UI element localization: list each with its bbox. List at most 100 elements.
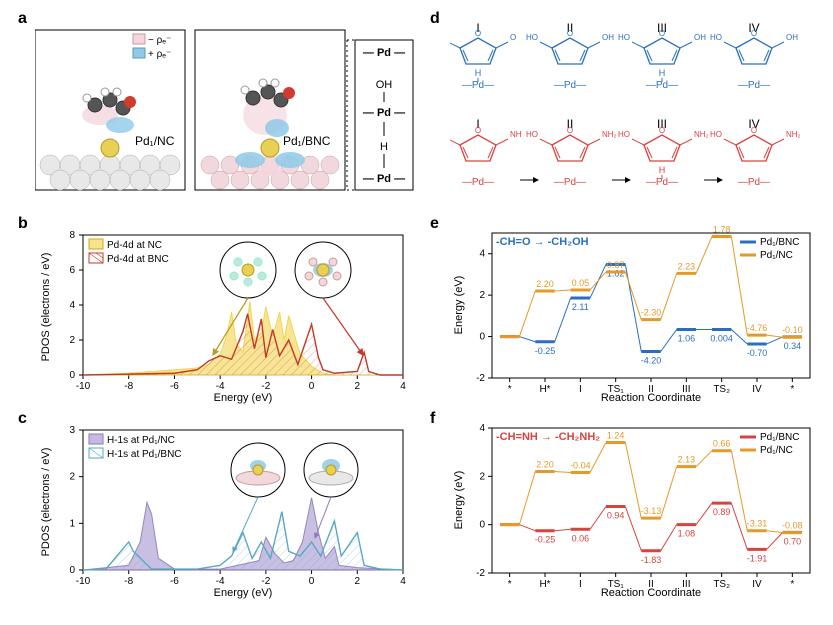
svg-text:2.23: 2.23 — [678, 261, 696, 271]
legend-neg-label: − ρₑ⁻ — [148, 35, 171, 46]
legend-e-0: Pd₁/BNC — [760, 237, 800, 248]
svg-text:O: O — [659, 29, 665, 38]
svg-text:—Pd—: —Pd— — [738, 80, 770, 91]
svg-text:2.20: 2.20 — [536, 460, 554, 470]
panel-a-svg: Pd₁/NC — [35, 20, 415, 205]
svg-text:-0.25: -0.25 — [535, 346, 556, 356]
svg-text:—Pd—: —Pd— — [554, 177, 586, 188]
panel-b-series — [83, 302, 403, 376]
panel-b-xlabel: Energy (eV) — [214, 392, 273, 404]
svg-text:I: I — [579, 579, 582, 590]
panel-f-plot: -2024 *H*ITS₁IIIIITS₂IV* -0.250.060.94-1… — [476, 423, 810, 590]
svg-text:*: * — [508, 579, 512, 590]
panel-c-legend: H-1s at Pd₁/NC H-1s at Pd₁/BNC — [89, 434, 182, 460]
svg-text:OH: OH — [602, 33, 614, 42]
svg-text:0: 0 — [479, 332, 485, 343]
svg-text:-2: -2 — [476, 568, 485, 579]
svg-text:-0.04: -0.04 — [570, 460, 591, 470]
svg-text:NH₂: NH₂ — [602, 130, 617, 139]
svg-text:1.62: 1.62 — [607, 268, 625, 278]
svg-text:2: 2 — [69, 472, 75, 483]
svg-text:I: I — [579, 384, 582, 395]
svg-text:2: 2 — [355, 381, 361, 392]
svg-text:O: O — [475, 126, 481, 135]
svg-text:HO: HO — [526, 33, 538, 42]
svg-text:TS₂: TS₂ — [713, 579, 730, 590]
legend-e-1: Pd₁/NC — [760, 250, 793, 261]
svg-text:OH: OH — [786, 33, 798, 42]
svg-text:-2: -2 — [261, 576, 270, 587]
svg-text:-6: -6 — [170, 381, 179, 392]
svg-text:OH: OH — [376, 79, 393, 91]
svg-text:—Pd—: —Pd— — [738, 177, 770, 188]
panel-b-label: b — [18, 215, 28, 233]
panel-c-insets — [231, 443, 358, 552]
svg-text:O: O — [751, 126, 757, 135]
svg-text:0: 0 — [69, 370, 75, 381]
panel-c-label: c — [18, 410, 27, 428]
panel-c-plot: -10-8-6-4-2024 0123 H-1s at Pd₁/NC H-1s … — [69, 425, 406, 587]
panel-f-legend: Pd₁/BNC Pd₁/NC — [740, 432, 800, 456]
svg-text:0.66: 0.66 — [713, 439, 731, 449]
panel-a-label: a — [18, 10, 27, 28]
panel-a-legend: − ρₑ⁻ + ρₑ⁻ — [133, 34, 171, 60]
svg-text:— Pd —: — Pd — — [363, 173, 405, 185]
panel-e-plot: -2024 *H*ITS₁IIIIITS₂IV* -0.252.111.62-4… — [476, 225, 810, 395]
svg-text:*: * — [508, 384, 512, 395]
svg-text:H: H — [659, 165, 666, 175]
svg-text:HO: HO — [710, 33, 722, 42]
svg-text:1.06: 1.06 — [678, 334, 696, 344]
panel-d: IOHOO—Pd—HIIOHOOH—Pd—IIIOHOOH—Pd—HIVOHOO… — [450, 20, 820, 205]
panel-a-right: Pd₁/BNC — [195, 30, 345, 190]
svg-text:H: H — [380, 141, 388, 153]
panel-a-bnc-label: Pd₁/BNC — [283, 134, 331, 148]
svg-text:HO: HO — [618, 130, 630, 139]
svg-text:0.004: 0.004 — [710, 333, 733, 343]
svg-text:NH₂: NH₂ — [786, 130, 801, 139]
panel-b: -10-8-6-4-2024 02468 Pd-4d at NC Pd-4d a… — [35, 225, 420, 405]
svg-text:-10: -10 — [76, 576, 91, 587]
legend-pos-label: + ρₑ⁻ — [148, 49, 171, 60]
svg-text:0.34: 0.34 — [784, 341, 802, 351]
svg-text:4: 4 — [479, 423, 485, 434]
panel-f-yaxis: -2024 — [476, 423, 492, 579]
svg-text:IV: IV — [752, 579, 762, 590]
legend-b-1: Pd-4d at BNC — [107, 254, 169, 265]
panel-e: -2024 *H*ITS₁IIIIITS₂IV* -0.252.111.62-4… — [450, 225, 820, 405]
svg-text:0: 0 — [309, 381, 315, 392]
svg-text:-2: -2 — [261, 381, 270, 392]
panel-c-ylabel: PDOS (electrons / eV) — [40, 448, 52, 557]
svg-text:O: O — [567, 126, 573, 135]
svg-text:0.94: 0.94 — [607, 511, 625, 521]
svg-text:H: H — [475, 68, 482, 78]
svg-text:-3.13: -3.13 — [641, 506, 662, 516]
svg-text:—Pd—: —Pd— — [554, 80, 586, 91]
svg-text:2.13: 2.13 — [678, 455, 696, 465]
legend-c-0: H-1s at Pd₁/NC — [107, 435, 175, 446]
panel-f-label: f — [430, 410, 435, 428]
panel-a: Pd₁/NC — [35, 20, 415, 205]
svg-text:-2.30: -2.30 — [641, 308, 662, 318]
svg-text:-4.76: -4.76 — [747, 323, 768, 333]
panel-d-row1: IOHOO—Pd—HIIOHOOH—Pd—IIIOHOOH—Pd—HIVOHOO… — [450, 21, 798, 91]
panel-b-xaxis: -10-8-6-4-2024 — [76, 375, 406, 392]
panel-e-label: e — [430, 215, 439, 233]
panel-f: -2024 *H*ITS₁IIIIITS₂IV* -0.250.060.94-1… — [450, 420, 820, 600]
svg-text:1.24: 1.24 — [607, 431, 625, 441]
svg-text:-0.25: -0.25 — [535, 535, 556, 545]
legend-b-0: Pd-4d at NC — [107, 240, 162, 251]
svg-text:O: O — [475, 29, 481, 38]
panel-a-scheme: — Pd — OH — Pd — H — Pd — — [347, 40, 413, 190]
svg-text:4: 4 — [400, 381, 406, 392]
panel-c-xaxis: -10-8-6-4-2024 — [76, 570, 406, 587]
panel-c-xlabel: Energy (eV) — [214, 587, 273, 599]
svg-text:0: 0 — [479, 520, 485, 531]
panel-b-yaxis: 02468 — [69, 230, 83, 381]
svg-text:H: H — [659, 68, 666, 78]
panel-b-ylabel: PDOS (electrons / eV) — [40, 253, 52, 362]
panel-e-ylabel: Energy (eV) — [453, 276, 465, 335]
svg-text:HO: HO — [710, 130, 722, 139]
legend-f-1: Pd₁/NC — [760, 445, 793, 456]
panel-e-yaxis: -2024 — [476, 249, 492, 384]
svg-text:-6: -6 — [170, 576, 179, 587]
